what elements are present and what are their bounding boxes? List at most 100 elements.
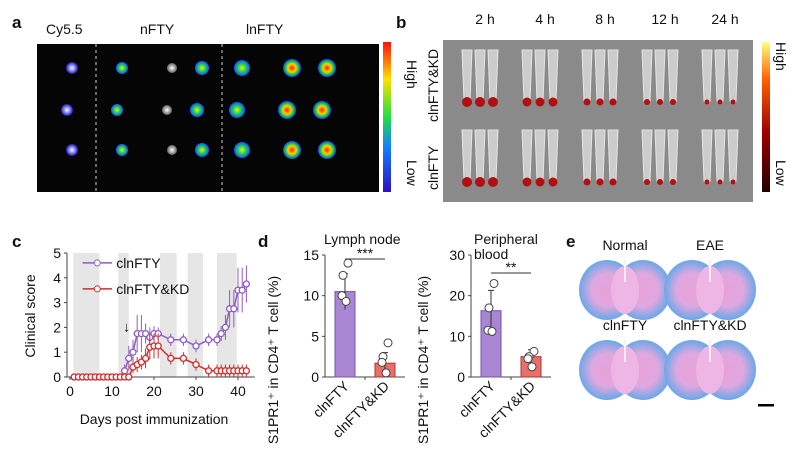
- tube-signal: [704, 99, 710, 105]
- fluorescent-spot: [313, 101, 331, 119]
- data-point: [167, 354, 175, 363]
- y-tick-label: 10: [303, 288, 319, 304]
- column-label-lnfty: lnFTY: [246, 21, 284, 37]
- tube-signal: [462, 97, 472, 107]
- onset-arrow-icon: ↓: [123, 318, 130, 334]
- data-point: [125, 373, 133, 381]
- tube-signal: [462, 177, 472, 187]
- data-point: [489, 278, 499, 288]
- d2-title-line1: Peripheral: [474, 231, 538, 247]
- fluorescent-spot: [234, 142, 250, 158]
- tube-signal: [522, 97, 532, 107]
- y-tick-label: 0: [311, 369, 319, 385]
- d2-ylabel: S1PR1⁺ in CD4⁺ T cell (%): [415, 276, 431, 444]
- data-point: [381, 368, 391, 378]
- colorbar-b-low: Low: [773, 160, 789, 187]
- data-point: [192, 342, 200, 350]
- tube-signal: [583, 98, 591, 106]
- d1-title: Lymph node: [324, 231, 401, 247]
- colorbar-a-low: Low: [404, 160, 420, 187]
- tube: [521, 129, 533, 185]
- tube: [641, 49, 653, 105]
- fluorescence-image-a: [37, 44, 379, 192]
- fluorescent-spot: [318, 59, 336, 77]
- time-label: 2 h: [475, 11, 494, 27]
- tube-signal: [596, 98, 604, 106]
- data-point: [179, 336, 188, 344]
- clinical-score-chart: 0 1 2 3 4 5 0 10 20 30 40 clnFTY clnFTY&KD ↓: [53, 245, 255, 399]
- panel-b-label: b: [396, 13, 406, 32]
- y-tick-label: 4: [53, 270, 61, 286]
- tube: [701, 49, 713, 105]
- tube-signal: [609, 98, 617, 106]
- y-tick-label: 5: [311, 328, 319, 344]
- tube: [714, 129, 726, 185]
- colorbar-b: [762, 42, 770, 192]
- tube: [474, 129, 486, 185]
- tube-signal: [522, 177, 532, 187]
- y-tick-label: 2: [53, 319, 61, 335]
- legend-marker: [93, 259, 101, 267]
- tube: [487, 49, 499, 105]
- background-band: [217, 253, 237, 377]
- fluorescent-spot: [61, 104, 73, 116]
- x-tick-label: 30: [188, 383, 204, 399]
- data-point: [167, 336, 175, 344]
- tube: [701, 129, 713, 185]
- tube-signal: [488, 177, 498, 187]
- tube: [547, 129, 559, 185]
- data-point: [484, 303, 494, 313]
- tube: [607, 49, 619, 105]
- tube: [667, 129, 679, 185]
- data-point: [125, 354, 133, 363]
- tube-signal: [717, 179, 723, 185]
- tube: [607, 129, 619, 185]
- panel-c-label: c: [12, 232, 21, 251]
- colorbar-a-high: High: [404, 60, 420, 89]
- column-label-nfty: nFTY: [140, 21, 175, 37]
- image-label: clnFTY: [603, 317, 648, 333]
- tube-signal: [583, 178, 591, 186]
- tube-signal: [535, 177, 545, 187]
- data-point: [523, 354, 533, 364]
- tube-signal: [657, 99, 663, 105]
- c-xlabel: Days post immunization: [80, 411, 229, 427]
- tube-signal: [657, 179, 663, 185]
- panel-a-label: a: [12, 13, 22, 32]
- fluorescent-spot: [318, 141, 336, 159]
- tube-signal: [730, 99, 736, 105]
- tube: [581, 49, 593, 105]
- colorbar-a: [383, 42, 391, 192]
- data-point: [141, 354, 150, 363]
- d2-title-line2: blood: [474, 246, 508, 262]
- fluorescent-spot: [167, 63, 177, 73]
- data-point: [341, 296, 351, 306]
- data-point: [487, 326, 497, 336]
- data-point: [204, 367, 213, 375]
- tube-signal: [730, 179, 736, 185]
- data-point: [129, 348, 137, 356]
- fluorescent-spot: [195, 143, 209, 157]
- c-ylabel: Clinical score: [22, 274, 38, 357]
- time-label: 24 h: [711, 11, 738, 27]
- fluorescent-spot: [111, 104, 123, 116]
- background-band: [118, 253, 129, 377]
- x-tick-label: 0: [66, 383, 74, 399]
- scale-bar: [758, 404, 774, 407]
- data-point: [204, 336, 213, 344]
- x-tick-label: 40: [230, 383, 246, 399]
- image-label: clnFTY&KD: [673, 317, 746, 333]
- tube-signal: [644, 99, 650, 105]
- data-point: [238, 286, 246, 294]
- tube-signal: [670, 99, 676, 105]
- tube: [534, 129, 546, 185]
- fluorescent-spot: [167, 145, 177, 155]
- row-label-clnfty-kd: clnFTY&KD: [425, 49, 441, 122]
- panel-d-label: d: [258, 232, 268, 251]
- y-tick-label: 0: [457, 369, 465, 385]
- data-point: [242, 367, 251, 375]
- time-label: 12 h: [651, 11, 678, 27]
- background-band: [187, 253, 204, 377]
